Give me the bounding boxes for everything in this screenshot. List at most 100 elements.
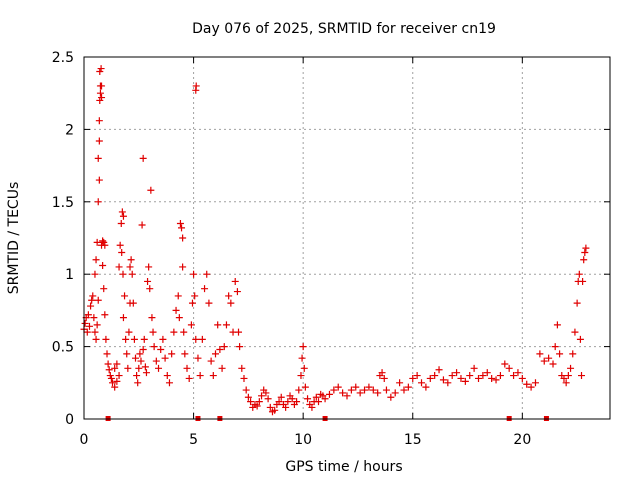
data-point [299,343,307,351]
data-point [83,328,91,336]
data-point [576,335,584,343]
data-point [87,302,95,310]
data-point [97,65,105,73]
data-point [123,350,131,358]
data-point [188,299,196,307]
data-point [567,364,575,372]
data-point [113,377,121,385]
data-point [95,176,103,184]
data-point [138,221,146,229]
data-point [107,374,115,382]
data-point [378,369,386,377]
data-point [159,335,167,343]
data-point [496,372,504,380]
data-point [262,389,270,397]
data-point [556,350,564,358]
data-point [127,256,135,264]
data-point [130,335,138,343]
data-point [122,335,130,343]
data-point [233,288,241,296]
data-point [94,296,102,304]
data-point [295,386,303,394]
data-point [98,94,106,102]
data-point [300,364,308,372]
tick-labels: 0 0.5 1 1.5 2 2.5 0 5 10 15 20 [52,50,532,448]
data-point [116,241,124,249]
data-point [216,345,224,353]
data-point [183,364,191,372]
data-point [218,364,226,372]
data-point [304,395,312,403]
data-point [108,379,116,387]
data-point [157,345,165,353]
data-point [400,386,408,394]
data-point [135,364,143,372]
data-point [247,398,255,406]
data-point [540,357,548,365]
data-point [94,198,102,206]
data-point [201,285,209,293]
data-point [293,398,301,406]
data-point [518,374,526,382]
x-tick-label: 15 [404,432,422,448]
data-point [227,299,235,307]
data-point [145,263,153,271]
y-tick-label: 2 [65,122,74,138]
data-point [435,366,443,374]
data-point [105,366,113,374]
data-point [179,234,187,242]
data-point [141,363,149,371]
data-point [380,374,388,382]
data-point [163,372,171,380]
data-point [85,322,93,330]
data-point [505,364,513,372]
data-point [192,82,200,90]
data-point [330,386,338,394]
data-point [562,379,570,387]
data-point [235,328,243,336]
data-point [453,369,461,377]
data-point [579,277,587,285]
data-point [220,343,228,351]
data-point [207,357,215,365]
data-point [117,220,125,228]
data-point [545,354,553,362]
data-point [578,372,586,380]
data-point [551,343,559,351]
data-point [209,372,217,380]
data-point [422,383,430,391]
data-point [382,386,390,394]
data-point [510,372,518,380]
data-point [581,248,589,256]
data-point [444,379,452,387]
data-point [396,379,404,387]
data-point [119,212,127,220]
data-point [240,374,248,382]
data-point [113,360,121,368]
data-point [266,403,274,411]
data-point [457,374,465,382]
y-tick-label: 2.5 [52,50,74,66]
data-points [80,65,590,421]
data-point [111,383,119,391]
data-point [147,186,155,194]
data-point [192,335,200,343]
data-point [271,406,279,414]
data-point [93,321,101,329]
data-point [94,154,102,162]
data-point [334,383,342,391]
data-point [470,364,478,372]
data-point [176,220,184,228]
data-point [181,350,189,358]
data-point [391,389,399,397]
data-point [312,393,320,401]
y-tick-label: 0.5 [52,340,74,356]
data-point [339,389,347,397]
data-point [137,357,145,365]
data-point [99,237,107,245]
data-point [404,383,412,391]
data-point [321,395,329,403]
data-point [111,364,119,372]
data-point [523,380,531,388]
data-point [387,393,395,401]
